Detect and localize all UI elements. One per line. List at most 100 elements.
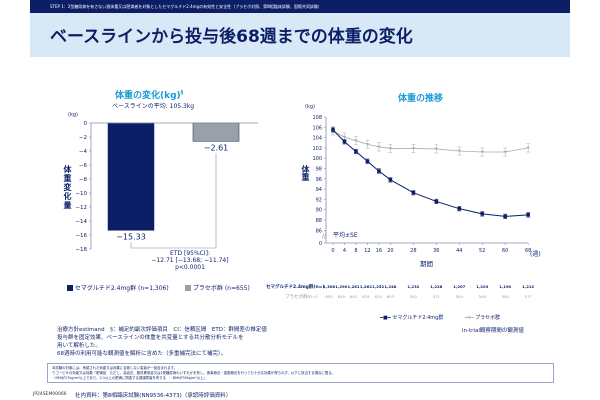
y-tick-label: 104	[312, 136, 322, 142]
bar-chart-title: 体重の変化(kg)§	[115, 88, 183, 101]
line-y-label: 体重	[301, 165, 310, 181]
axis-break-icon: //	[322, 233, 327, 240]
y-tick-label: 0	[84, 121, 88, 127]
x-tick-label: 20	[387, 248, 393, 254]
x-label: 期間	[420, 260, 433, 268]
bar-semaglutide	[107, 122, 155, 231]
box-line: ウゴービ®の効能又は効果「肥満症 ただし、高血圧、脂質異常症又は2型糖尿病のいず…	[52, 371, 335, 375]
at-risk-value: 619	[362, 294, 370, 299]
bar-value-label: −2.61	[204, 143, 229, 152]
at-risk-value: 649	[338, 294, 346, 299]
y-tick-label: 94	[316, 187, 322, 193]
point-semaglutide	[365, 159, 370, 164]
mean-se-note: 平均±SE	[333, 232, 358, 239]
at-risk-value: 592	[410, 294, 418, 299]
bar-y-unit: (kg)	[68, 112, 78, 118]
legend-text: セマグルチド2.4mg群 (n=1,306)	[74, 285, 169, 292]
x-unit: (週)	[530, 251, 541, 258]
legend-swatch-navy	[67, 285, 73, 291]
y-tick-label: −4	[79, 149, 88, 155]
indication-note-box: 本試験の対象には、承認された効能又は効果に合致しない患者が一部含まれます。 ウゴ…	[47, 363, 554, 383]
at-risk-value: 1,306	[323, 284, 335, 289]
bar-value-label: −15.33	[116, 232, 146, 241]
at-risk-value: 1,248	[384, 284, 396, 289]
point-semaglutide	[480, 212, 485, 216]
y-tick-label: −12	[75, 205, 87, 211]
point-placebo	[365, 143, 370, 146]
line-legend-semaglutide: ━■━ セマグルチド2.4mg群	[380, 314, 443, 321]
point-semaglutide	[342, 139, 347, 144]
at-risk-value: 1,290	[335, 284, 347, 289]
title-band	[30, 13, 570, 57]
at-risk-value: 641	[350, 294, 358, 299]
bar-title-text: 体重の変化(kg)	[115, 91, 181, 101]
y-tick-label: −10	[75, 191, 87, 197]
at-risk-value: 554	[456, 294, 464, 299]
legend-triangle-marker-icon: ━▾━	[465, 315, 474, 321]
page-title: ベースラインから投与後68週までの体重の変化	[50, 27, 413, 47]
at-risk-value: 540	[502, 294, 510, 299]
y-tick-label: 106	[312, 125, 322, 131]
y-tick-label: 0	[319, 241, 322, 247]
note-line: 68週時の利用可能な観測値を解析に含めた（多重補完法にて補完）。	[57, 351, 227, 357]
point-placebo	[457, 149, 462, 153]
at-risk-value: 1,212	[522, 284, 534, 289]
legend-square-marker-icon: ━■━	[380, 315, 391, 321]
at-risk-value: 603	[387, 294, 395, 299]
y-tick-label: 88	[316, 218, 322, 224]
at-risk-value: 571	[433, 294, 441, 299]
x-tick-label: 12	[364, 248, 370, 254]
y-tick-label: 86	[316, 228, 322, 234]
point-placebo	[526, 146, 530, 150]
bar-placebo	[192, 122, 240, 142]
point-semaglutide	[526, 213, 530, 217]
point-placebo	[342, 135, 347, 139]
x-tick-label: 36	[433, 248, 439, 254]
point-semaglutide	[503, 214, 507, 219]
at-risk-value: 655	[325, 294, 333, 299]
point-placebo	[434, 147, 439, 151]
line-legend-placebo: ━▾━ プラセボ群	[465, 314, 500, 321]
x-tick-label: 8	[354, 248, 357, 254]
legend-text: プラセボ群 (n=655)	[192, 285, 250, 292]
x-tick-label: 52	[479, 248, 485, 254]
bar-legend-semaglutide: セマグルチド2.4mg群 (n=1,306)	[67, 283, 169, 292]
y-tick-label: 108	[312, 115, 322, 121]
y-tick-label: −8	[79, 177, 88, 183]
at-risk-value: 1,262	[360, 284, 372, 289]
at-risk-value: 1,252	[372, 284, 384, 289]
at-risk-value: 1,281	[348, 284, 360, 289]
at-risk-value: 549	[479, 294, 487, 299]
box-line: 本試験の対象には、承認された効能又は効果に合致しない患者が一部含まれます。	[52, 366, 178, 370]
note-line: 用いて解析した。	[57, 343, 101, 349]
step-banner: STEP 1：2型糖尿病を有さない過体重又は肥満者を対象としたセマグルチド2.4…	[30, 0, 570, 13]
x-tick-label: 28	[410, 248, 416, 254]
y-tick-label: −14	[75, 219, 87, 225]
at-risk-value: 1,203	[476, 284, 488, 289]
x-tick-label: 60	[502, 248, 508, 254]
at-risk-label-sema: セマグルチド2.4mg群(n=)	[266, 285, 325, 290]
point-semaglutide	[457, 206, 462, 211]
line-semaglutide	[332, 129, 529, 217]
notes: 治療方針estimand §：補足的副次評価項目 CI：信頼区間 ETD：群間差…	[57, 326, 267, 358]
point-placebo	[480, 150, 485, 154]
point-placebo	[411, 147, 416, 150]
line-placebo	[332, 130, 529, 153]
y-tick-label: −6	[79, 163, 88, 169]
etd-label: ETD [95%CI]:	[170, 250, 210, 257]
x-tick-label: 4	[343, 248, 346, 254]
y-tick-label: −18	[75, 247, 87, 253]
etd-bracket	[130, 153, 217, 249]
x-tick-label: 68	[525, 248, 531, 254]
point-semaglutide	[434, 199, 439, 204]
y-tick-label: 100	[312, 156, 322, 162]
y-tick-label: 90	[316, 208, 322, 214]
point-semaglutide	[331, 128, 335, 132]
point-semaglutide	[354, 149, 358, 154]
line-chart-title: 体重の推移	[398, 94, 444, 104]
in-trial-note: in-trial観察期間の観測値	[462, 328, 524, 334]
y-tick-label: −16	[75, 233, 87, 239]
point-placebo	[503, 150, 507, 154]
at-risk-value: 1,207	[453, 284, 465, 289]
